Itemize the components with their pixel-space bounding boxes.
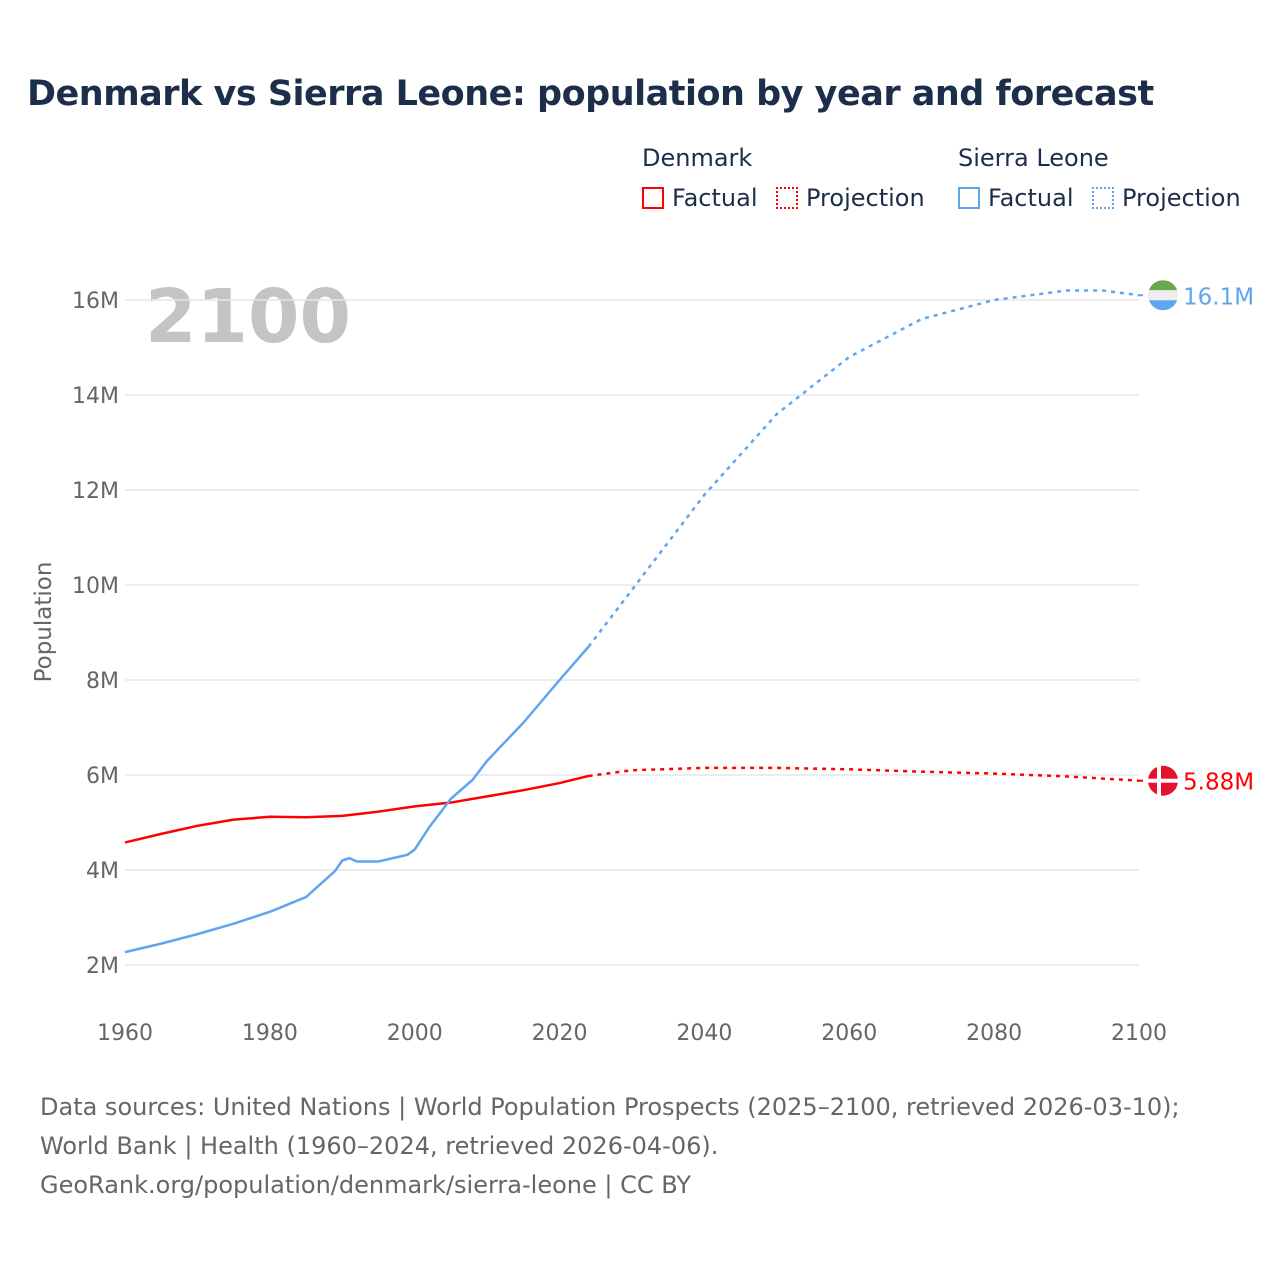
y-axis-label: Population: [31, 562, 57, 683]
y-tick-label: 4M: [86, 859, 119, 884]
credit-link[interactable]: GeoRank.org/population/denmark/sierra-le…: [40, 1171, 692, 1199]
legend-sierra-leone-factual[interactable]: Factual: [958, 184, 1074, 212]
legend-sierra-leone-heading: Sierra Leone: [958, 144, 1109, 172]
denmark-projection-line: [588, 766, 1140, 782]
data-sources: Data sources: United Nations | World Pop…: [40, 1093, 1180, 1160]
y-tick-label: 6M: [86, 764, 119, 789]
y-tick-label: 10M: [72, 574, 119, 599]
footer: Data sources: United Nations | World Pop…: [40, 1088, 1240, 1205]
legend-denmark-projection[interactable]: Projection: [776, 184, 925, 212]
legend-denmark-heading: Denmark: [642, 144, 753, 172]
legend-swatch-solid: [642, 187, 664, 209]
y-tick-label: 16M: [72, 289, 119, 314]
denmark-factual-line: [124, 774, 589, 844]
y-tick-label: 8M: [86, 669, 119, 694]
legend-label: Projection: [806, 184, 925, 212]
legend-swatch-dotted: [1092, 187, 1114, 209]
y-tick-label: 2M: [86, 954, 119, 979]
year-watermark: 2100: [145, 274, 351, 360]
y-tick-label: 12M: [72, 479, 119, 504]
x-tick-label: 2020: [532, 1021, 588, 1046]
legend-denmark-factual[interactable]: Factual: [642, 184, 758, 212]
x-tick-label: 2000: [387, 1021, 443, 1046]
legend-swatch-solid: [958, 187, 980, 209]
legend-label: Factual: [988, 184, 1074, 212]
x-tick-label: 2080: [966, 1021, 1022, 1046]
sierra-leone-projection-line: [587, 289, 1140, 648]
legend-swatch-dotted: [776, 187, 798, 209]
x-tick-label: 2040: [676, 1021, 732, 1046]
x-tick-label: 2060: [821, 1021, 877, 1046]
sierra-leone-flag-icon: [1148, 280, 1178, 311]
legend-label: Factual: [672, 184, 758, 212]
x-tick-label: 1960: [97, 1021, 153, 1046]
x-tick-label: 2100: [1111, 1021, 1167, 1046]
x-tick-label: 1980: [242, 1021, 298, 1046]
chart-title: Denmark vs Sierra Leone: population by y…: [27, 74, 1154, 114]
sierra-leone-factual-line: [124, 645, 590, 954]
legend-sierra-leone-projection[interactable]: Projection: [1092, 184, 1241, 212]
denmark-flag-icon: [1148, 765, 1178, 796]
denmark-end-label: 5.88M: [1183, 770, 1254, 796]
y-tick-label: 14M: [72, 384, 119, 409]
sierra-leone-end-label: 16.1M: [1183, 284, 1254, 310]
legend-label: Projection: [1122, 184, 1241, 212]
